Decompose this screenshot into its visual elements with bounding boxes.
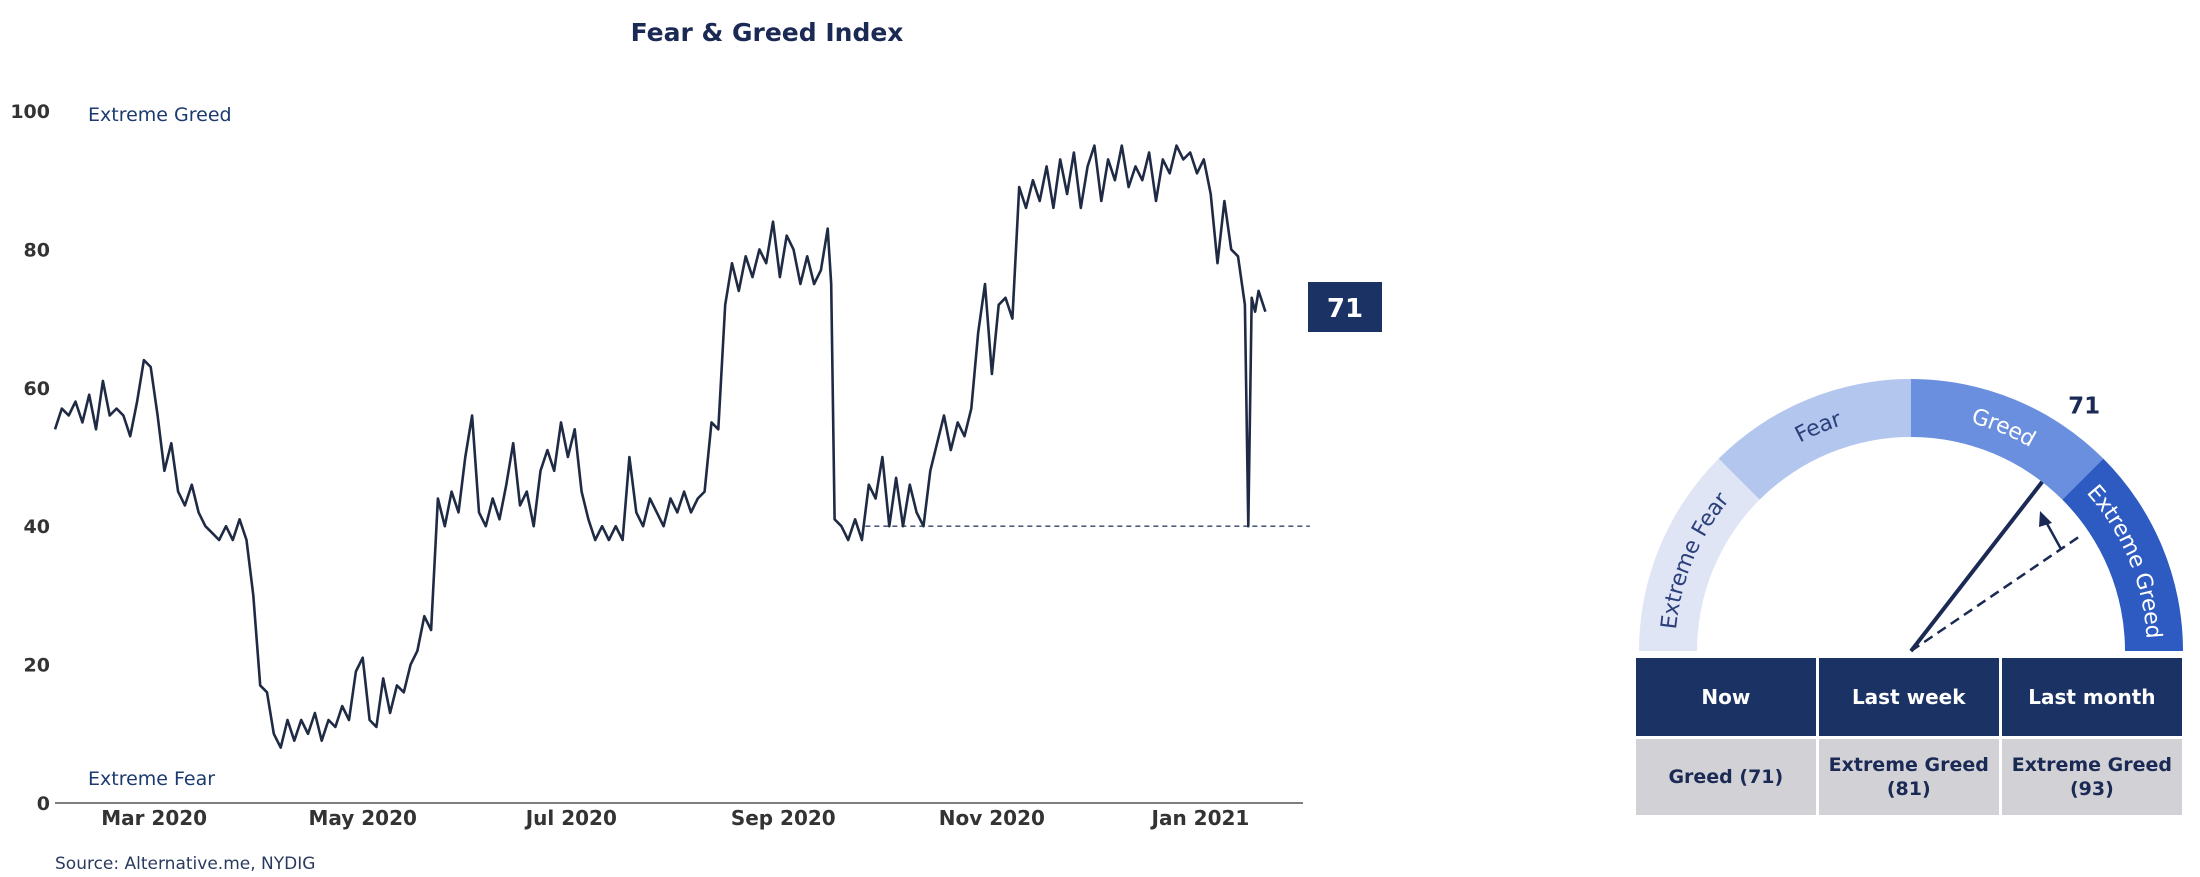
gauge-change-arrow (2043, 519, 2063, 550)
gauge-segment (1911, 379, 2104, 500)
gauge-segment (1639, 458, 1760, 651)
fear-greed-series-line (53, 144, 1267, 749)
x-tick-label: Mar 2020 (101, 806, 207, 830)
gauge-previous-needle (1910, 533, 2084, 653)
arrowhead-icon (2039, 511, 2052, 527)
x-tick-label: Nov 2020 (939, 806, 1045, 830)
current-value-label: 71 (1327, 294, 1363, 324)
zone-label-extreme-fear: Extreme Fear (88, 768, 215, 790)
y-tick-label: 80 (24, 239, 50, 261)
zone-label-extreme-greed: Extreme Greed (88, 104, 232, 126)
value-last-week: Extreme Greed (81) (1818, 739, 1999, 815)
header-now: Now (1636, 658, 1816, 736)
value-last-month: Extreme Greed (93) (2001, 739, 2182, 815)
header-last-month: Last month (2001, 658, 2182, 736)
sentiment-summary-table: Now Last week Last month Greed (71) Extr… (1633, 655, 2185, 818)
y-axis: 0 20 40 60 80 100 (10, 101, 50, 815)
x-tick-label: May 2020 (308, 806, 416, 830)
gauge-value-label: 71 (2068, 393, 2100, 419)
chart-title: Fear & Greed Index (631, 18, 904, 47)
gauge-segment (1718, 379, 1911, 500)
gauge-needle (1909, 480, 2044, 653)
value-now: Greed (71) (1636, 739, 1816, 815)
current-value-badge: 71 (1308, 282, 1382, 332)
header-last-week: Last week (1818, 658, 1999, 736)
source-note: Source: Alternative.me, NYDIG (55, 854, 315, 874)
y-tick-label: 20 (24, 655, 50, 677)
x-tick-label: Jul 2020 (524, 806, 617, 830)
y-tick-label: 60 (24, 378, 50, 400)
y-tick-label: 100 (10, 101, 50, 123)
gauge-segment (2062, 458, 2183, 651)
y-tick-label: 0 (37, 793, 50, 815)
x-axis: Mar 2020 May 2020 Jul 2020 Sep 2020 Nov 2020… (101, 806, 1249, 830)
x-tick-label: Sep 2020 (731, 806, 836, 830)
y-tick-label: 40 (24, 516, 50, 538)
x-tick-label: Jan 2021 (1150, 806, 1250, 830)
